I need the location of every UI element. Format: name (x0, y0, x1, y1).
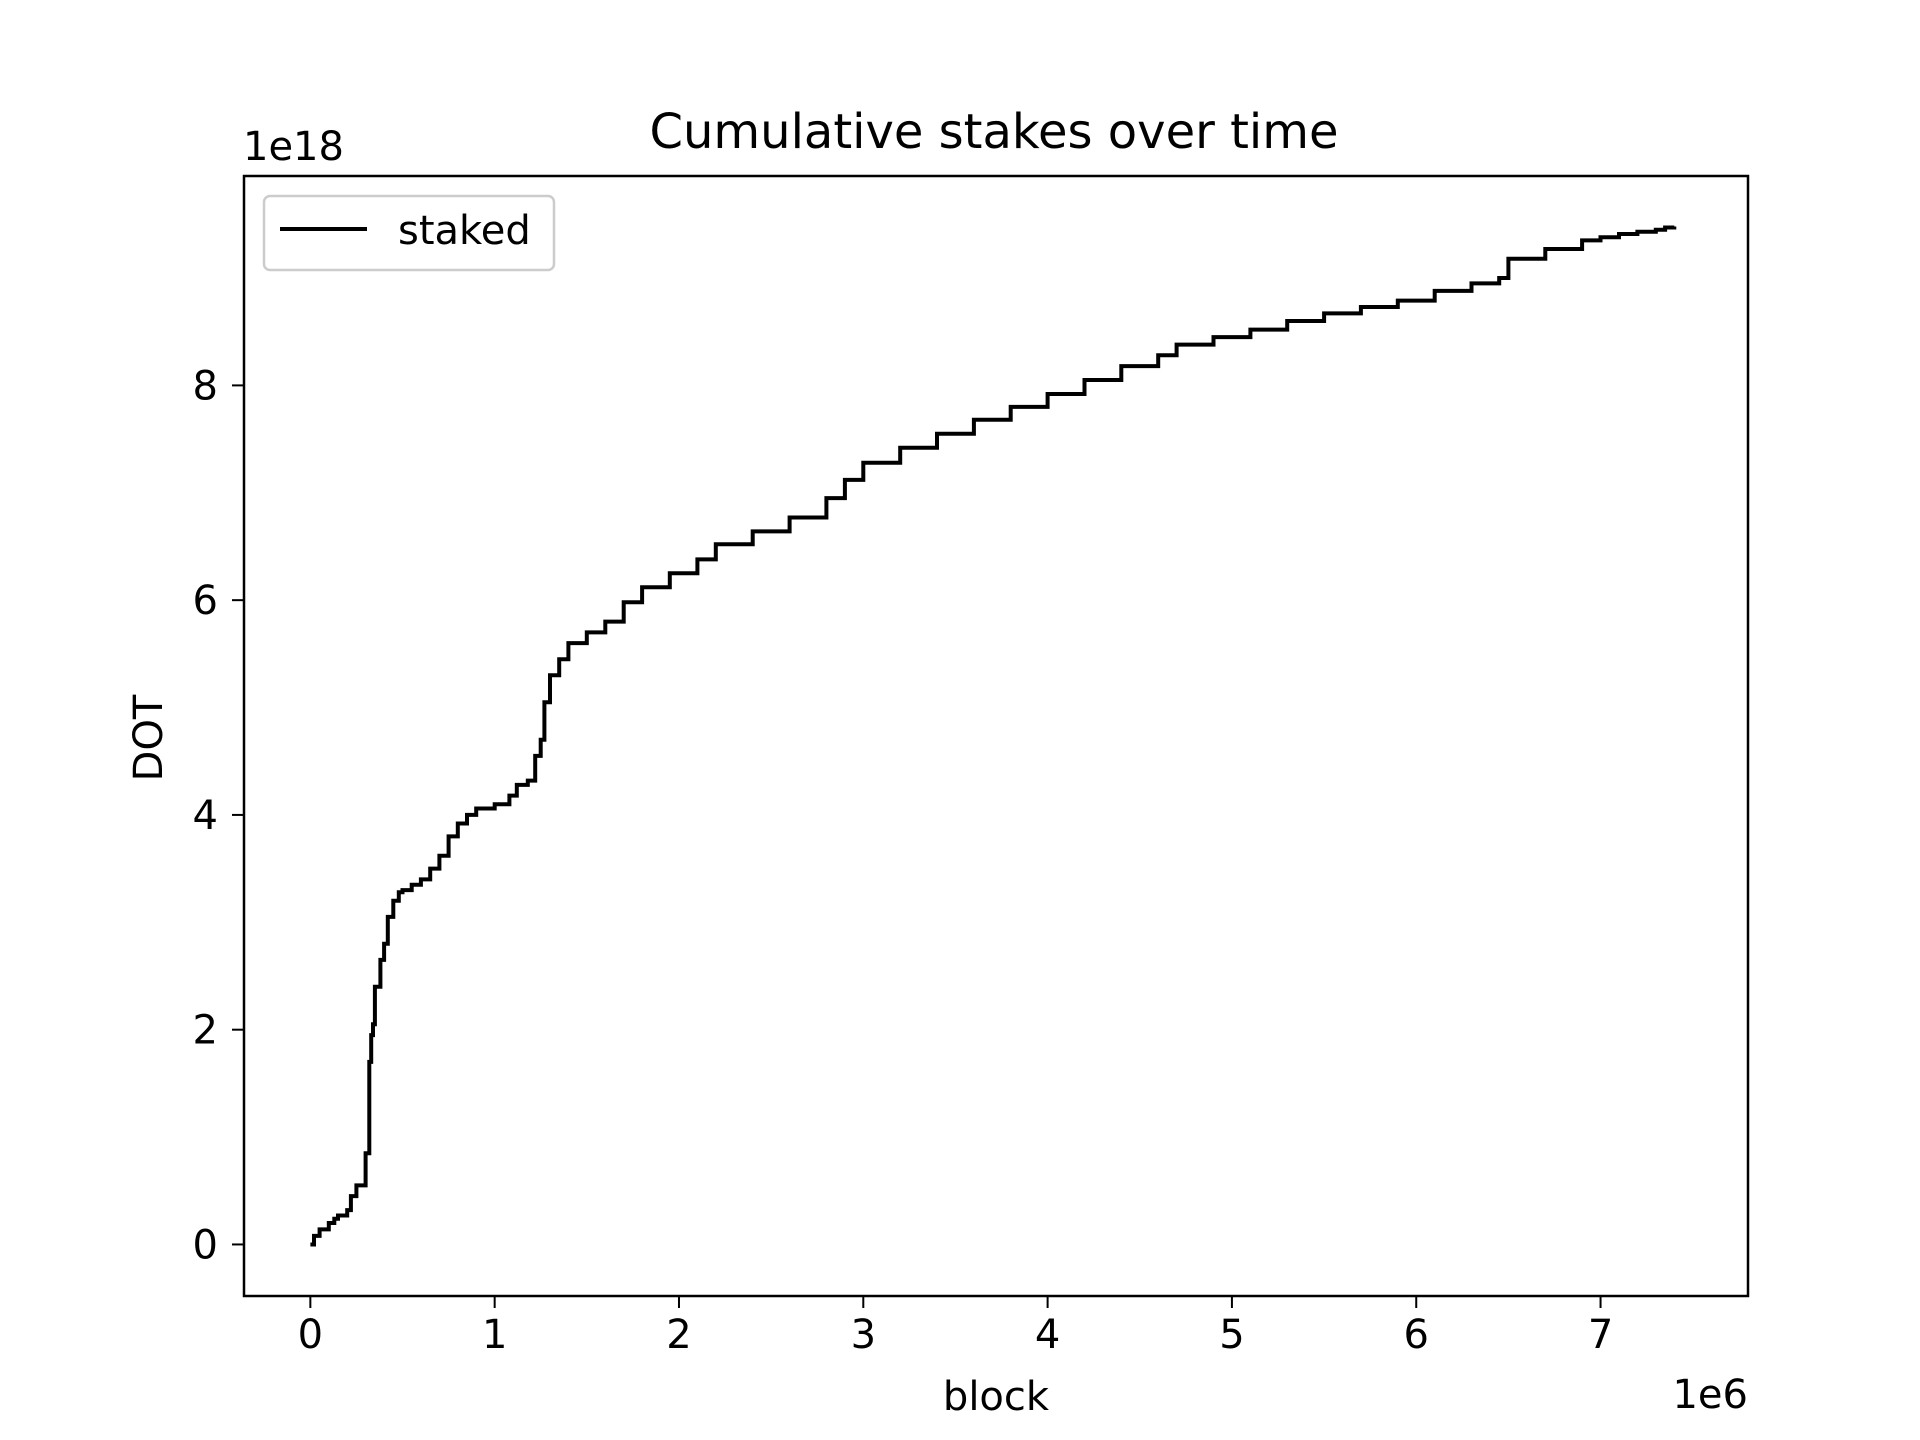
y-offset-label: 1e18 (243, 124, 344, 170)
x-tick-label: 6 (1404, 1312, 1429, 1358)
x-axis-label: block (943, 1374, 1050, 1420)
axes-frame (242, 174, 1750, 1298)
x-tick-label: 5 (1219, 1312, 1244, 1358)
y-axis-label: DOT (126, 694, 172, 781)
chart-title: Cumulative stakes over time (649, 104, 1338, 160)
plot-area (310, 225, 1677, 1247)
legend: staked (262, 194, 556, 272)
y-axis-ticks: 0 2 4 6 8 (193, 363, 244, 1268)
legend-box (262, 194, 556, 272)
x-axis-ticks: 0 1 2 3 4 5 6 7 (298, 1296, 1613, 1358)
x-tick-label: 1 (482, 1312, 507, 1358)
series-line-staked (310, 225, 1677, 1247)
x-tick-label: 3 (851, 1312, 876, 1358)
x-tick-label: 7 (1588, 1312, 1613, 1358)
y-tick-label: 6 (193, 578, 218, 624)
y-tick-label: 0 (193, 1222, 218, 1268)
legend-label-staked: staked (398, 208, 531, 254)
y-tick-label: 4 (193, 793, 218, 839)
y-tick-label: 8 (193, 363, 218, 409)
x-offset-label: 1e6 (1672, 1372, 1748, 1418)
y-tick-label: 2 (193, 1008, 218, 1054)
x-tick-label: 0 (298, 1312, 323, 1358)
x-tick-label: 2 (666, 1312, 691, 1358)
x-tick-label: 4 (1035, 1312, 1060, 1358)
